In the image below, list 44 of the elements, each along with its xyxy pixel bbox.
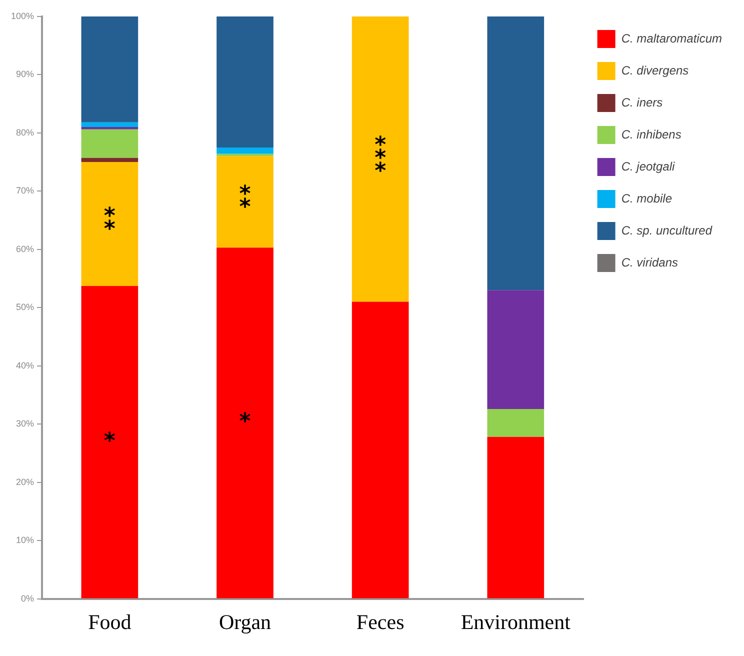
x-tick-label: Feces	[356, 610, 404, 634]
bar	[487, 408, 544, 437]
y-tick-label: 100%	[10, 10, 34, 21]
bar	[81, 286, 138, 598]
y-tick-label: 60%	[16, 244, 34, 254]
y-tick-label: 50%	[16, 302, 34, 312]
bar	[81, 122, 138, 128]
legend-label: C. jeotgali	[621, 159, 676, 174]
legend-label: C. sp. uncultured	[621, 223, 712, 238]
legend-label: C. maltaromaticum	[621, 31, 722, 46]
annotation: **	[104, 204, 116, 242]
bar	[216, 248, 274, 598]
y-tick-label: 30%	[16, 418, 34, 429]
x-tick-label: Food	[88, 610, 132, 634]
annotation: ***	[374, 132, 387, 184]
annotation: *	[104, 428, 116, 454]
bar	[216, 16, 274, 148]
bar	[81, 16, 138, 122]
legend-label: C. iners	[621, 95, 663, 110]
bar	[487, 16, 544, 290]
bar	[81, 158, 138, 162]
bar	[216, 156, 274, 248]
legend-label: C. viridans	[621, 255, 678, 270]
y-tick-label: 90%	[16, 69, 34, 80]
bar	[216, 147, 274, 154]
y-tick-label: 70%	[16, 186, 34, 196]
y-tick-label: 20%	[16, 476, 34, 487]
bar	[81, 162, 138, 286]
bar	[81, 129, 138, 158]
x-tick-label: Organ	[218, 610, 272, 634]
legend-label: C. inhibens	[621, 127, 682, 142]
y-tick-label: 0%	[21, 593, 34, 604]
bar	[352, 302, 409, 598]
legend-label: C. mobile	[621, 191, 672, 206]
bar	[352, 16, 409, 302]
bar	[487, 290, 544, 409]
y-tick-label: 40%	[16, 360, 34, 370]
y-tick-label: 10%	[16, 535, 34, 546]
legend-label: C. divergens	[621, 63, 689, 78]
annotation: *	[239, 410, 252, 435]
x-tick-label: Environment	[460, 610, 571, 634]
annotation: **	[239, 182, 252, 220]
bar	[487, 436, 544, 598]
y-tick-label: 80%	[16, 127, 34, 138]
